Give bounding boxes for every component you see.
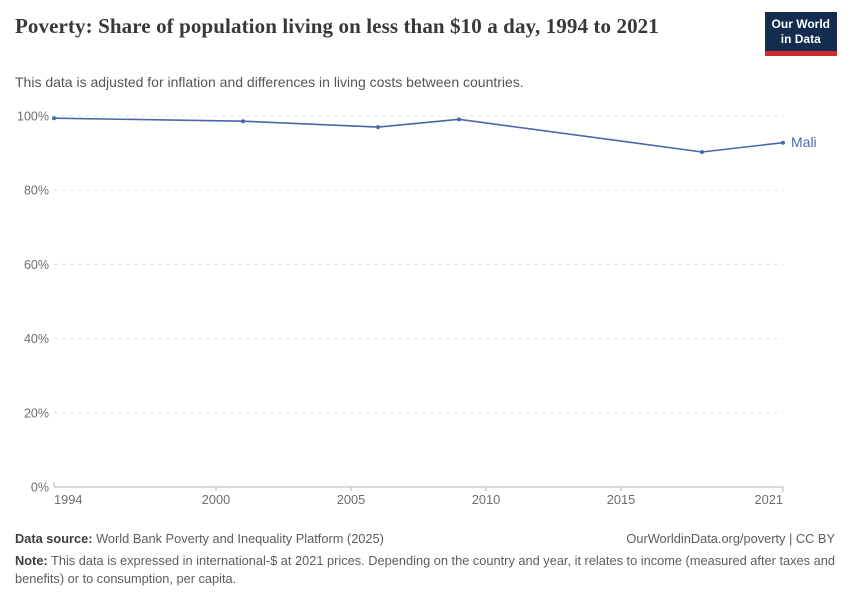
owid-logo[interactable]: Our World in Data bbox=[764, 12, 837, 56]
chart-subtitle: This data is adjusted for inflation and … bbox=[15, 74, 524, 90]
data-source-text: World Bank Poverty and Inequality Platfo… bbox=[92, 531, 384, 546]
page-title: Poverty: Share of population living on l… bbox=[15, 14, 659, 38]
owid-logo-line2: in Data bbox=[780, 32, 821, 46]
y-tick-label-60: 60% bbox=[24, 258, 49, 272]
y-tick-label-40: 40% bbox=[24, 332, 49, 346]
x-tick-label-1994: 1994 bbox=[54, 492, 82, 507]
x-tick-label-2000: 2000 bbox=[202, 492, 230, 507]
chart-footer: Data source: World Bank Poverty and Ineq… bbox=[15, 530, 835, 588]
license-link[interactable]: OurWorldinData.org/poverty | CC BY bbox=[626, 531, 835, 546]
y-tick-label-20: 20% bbox=[24, 406, 49, 420]
note-text: This data is expressed in international-… bbox=[15, 552, 835, 586]
data-point-mali-2006 bbox=[376, 125, 380, 130]
x-tick-label-2010: 2010 bbox=[472, 492, 500, 507]
data-point-mali-2001 bbox=[241, 119, 245, 124]
data-source-label: Data source: bbox=[15, 531, 93, 546]
x-tick-label-2005: 2005 bbox=[337, 492, 365, 507]
data-source: Data source: World Bank Poverty and Ineq… bbox=[15, 530, 384, 548]
x-tick-label-2015: 2015 bbox=[607, 492, 635, 507]
y-tick-label-80: 80% bbox=[24, 184, 49, 198]
data-point-mali-2018 bbox=[700, 149, 704, 154]
note-label: Note: bbox=[15, 552, 48, 568]
series-line-mali bbox=[53, 117, 784, 153]
owid-logo-line1: Our World bbox=[771, 17, 830, 31]
y-tick-label-100: 100% bbox=[17, 110, 49, 124]
y-tick-label-0: 0% bbox=[31, 481, 49, 495]
data-point-mali-1994 bbox=[52, 116, 56, 121]
data-point-mali-2009 bbox=[457, 117, 461, 122]
data-point-mali-2021 bbox=[781, 140, 785, 145]
x-tick-label-2021: 2021 bbox=[755, 492, 783, 507]
series-end-label-mali[interactable]: Mali bbox=[791, 134, 817, 150]
chart-note: Note: This data is expressed in internat… bbox=[15, 552, 835, 588]
